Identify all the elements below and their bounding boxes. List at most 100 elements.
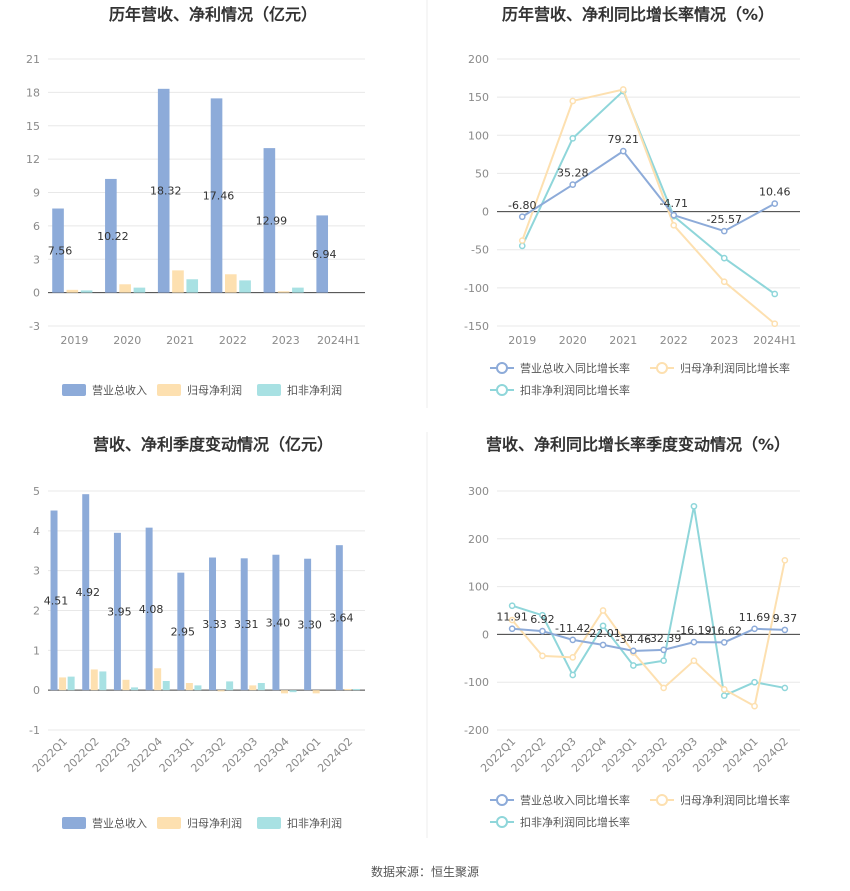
bar-revenue bbox=[263, 148, 276, 293]
data-point bbox=[690, 638, 698, 646]
legend-label[interactable]: 归母净利润同比增长率 bbox=[680, 793, 790, 807]
data-point bbox=[630, 662, 637, 669]
bar-net-profit-deducted bbox=[99, 671, 107, 691]
chart-title: 历年营收、净利情况（亿元） bbox=[109, 5, 317, 24]
data-label: -32.39 bbox=[646, 632, 681, 645]
bar-net-profit-parent bbox=[249, 685, 257, 691]
data-point bbox=[599, 607, 607, 614]
legend-label[interactable]: 扣非净利润 bbox=[287, 816, 342, 830]
legend-marker bbox=[656, 794, 668, 806]
y-tick-label: 1 bbox=[33, 644, 40, 657]
series-line-1 bbox=[511, 560, 786, 708]
data-label: -4.71 bbox=[660, 197, 688, 210]
legend-label[interactable]: 归母净利润 bbox=[187, 816, 242, 830]
y-tick-label: 0 bbox=[33, 287, 40, 300]
y-tick-label: 6 bbox=[33, 220, 40, 233]
data-label: 35.28 bbox=[557, 167, 589, 180]
series-line-1 bbox=[521, 88, 776, 325]
bar-revenue bbox=[82, 494, 90, 691]
bar-revenue bbox=[209, 557, 217, 691]
x-tick-label: 2021 bbox=[609, 334, 637, 347]
x-tick-label: 2022 bbox=[660, 334, 688, 347]
legend-swatch bbox=[62, 384, 86, 396]
data-label: 10.46 bbox=[759, 186, 791, 199]
data-point bbox=[630, 647, 637, 655]
bar-net-profit-deducted bbox=[194, 685, 202, 691]
legend-swatch bbox=[257, 817, 281, 829]
quarterly-growth-line-chart: 营收、净利同比增长率季度变动情况（%）-200-1000100200300202… bbox=[464, 435, 800, 829]
data-point bbox=[781, 684, 789, 692]
data-label: 4.51 bbox=[44, 594, 69, 607]
y-tick-label: 12 bbox=[26, 153, 40, 166]
bar-net-profit-parent bbox=[344, 688, 352, 691]
data-point bbox=[660, 646, 668, 654]
bar-net-profit-deducted bbox=[239, 280, 251, 293]
data-point bbox=[751, 625, 758, 633]
data-label: 6.92 bbox=[530, 613, 555, 626]
bar-net-profit-deducted bbox=[131, 687, 139, 691]
data-label: -6.80 bbox=[508, 199, 536, 212]
data-point bbox=[569, 653, 577, 661]
bar-net-profit-parent bbox=[59, 677, 67, 691]
data-label: 6.94 bbox=[312, 248, 337, 261]
bar-net-profit-deducted bbox=[67, 676, 75, 691]
x-tick-label: 2023 bbox=[272, 334, 300, 347]
legend-marker bbox=[496, 816, 508, 828]
legend-marker bbox=[496, 384, 508, 396]
data-point bbox=[751, 678, 758, 686]
y-tick-label: 100 bbox=[468, 581, 489, 594]
data-point bbox=[569, 181, 577, 189]
bar-net-profit-deducted bbox=[292, 287, 304, 293]
y-tick-label: 5 bbox=[33, 485, 40, 498]
legend-label[interactable]: 归母净利润 bbox=[187, 383, 242, 397]
data-label: 4.08 bbox=[139, 603, 164, 616]
y-tick-label: 0 bbox=[482, 628, 489, 641]
x-tick-label: 2023 bbox=[710, 334, 738, 347]
legend-label[interactable]: 归母净利润同比增长率 bbox=[680, 361, 790, 375]
legend-label[interactable]: 营业总收入同比增长率 bbox=[520, 361, 630, 375]
data-point bbox=[569, 134, 577, 142]
x-tick-label: 2019 bbox=[60, 334, 88, 347]
legend-label[interactable]: 营业总收入 bbox=[92, 383, 147, 397]
bar-net-profit-deducted bbox=[186, 279, 199, 293]
legend-label[interactable]: 扣非净利润同比增长率 bbox=[520, 383, 630, 397]
bar-revenue bbox=[335, 545, 343, 691]
data-label: 11.91 bbox=[496, 611, 528, 624]
y-tick-label: 2 bbox=[33, 605, 40, 618]
x-tick-label: 2019 bbox=[508, 334, 536, 347]
legend-swatch bbox=[257, 384, 281, 396]
data-point bbox=[539, 627, 546, 635]
series-line-2 bbox=[521, 89, 776, 295]
chart-title: 营收、净利季度变动情况（亿元） bbox=[93, 435, 333, 454]
data-point bbox=[660, 657, 668, 665]
bar-net-profit-deducted bbox=[352, 688, 360, 691]
data-label: 3.33 bbox=[202, 618, 227, 631]
bar-net-profit-parent bbox=[122, 679, 130, 691]
series-line-0 bbox=[512, 627, 785, 652]
data-point bbox=[781, 626, 789, 634]
bar-net-profit-parent bbox=[172, 270, 184, 293]
legend-label[interactable]: 营业总收入 bbox=[92, 816, 147, 830]
bar-net-profit-parent bbox=[90, 669, 98, 691]
legend-marker bbox=[496, 362, 508, 374]
y-tick-label: 3 bbox=[33, 253, 40, 266]
legend-label[interactable]: 扣非净利润 bbox=[287, 383, 342, 397]
legend-swatch bbox=[157, 817, 181, 829]
data-point bbox=[508, 602, 516, 610]
data-point bbox=[720, 227, 728, 235]
data-point bbox=[569, 671, 577, 679]
data-label: -25.57 bbox=[707, 213, 742, 226]
bar-net-profit-deducted bbox=[257, 682, 265, 691]
legend-marker bbox=[656, 362, 668, 374]
data-point bbox=[771, 320, 779, 328]
legend-label[interactable]: 扣非净利润同比增长率 bbox=[520, 815, 630, 829]
y-tick-label: 200 bbox=[468, 53, 489, 66]
y-tick-label: 21 bbox=[26, 53, 40, 66]
legend-label[interactable]: 营业总收入同比增长率 bbox=[520, 793, 630, 807]
bar-revenue bbox=[304, 558, 312, 691]
y-tick-label: 50 bbox=[475, 167, 489, 180]
y-tick-label: -50 bbox=[471, 244, 489, 257]
bar-revenue bbox=[105, 178, 117, 293]
y-tick-label: 150 bbox=[468, 91, 489, 104]
